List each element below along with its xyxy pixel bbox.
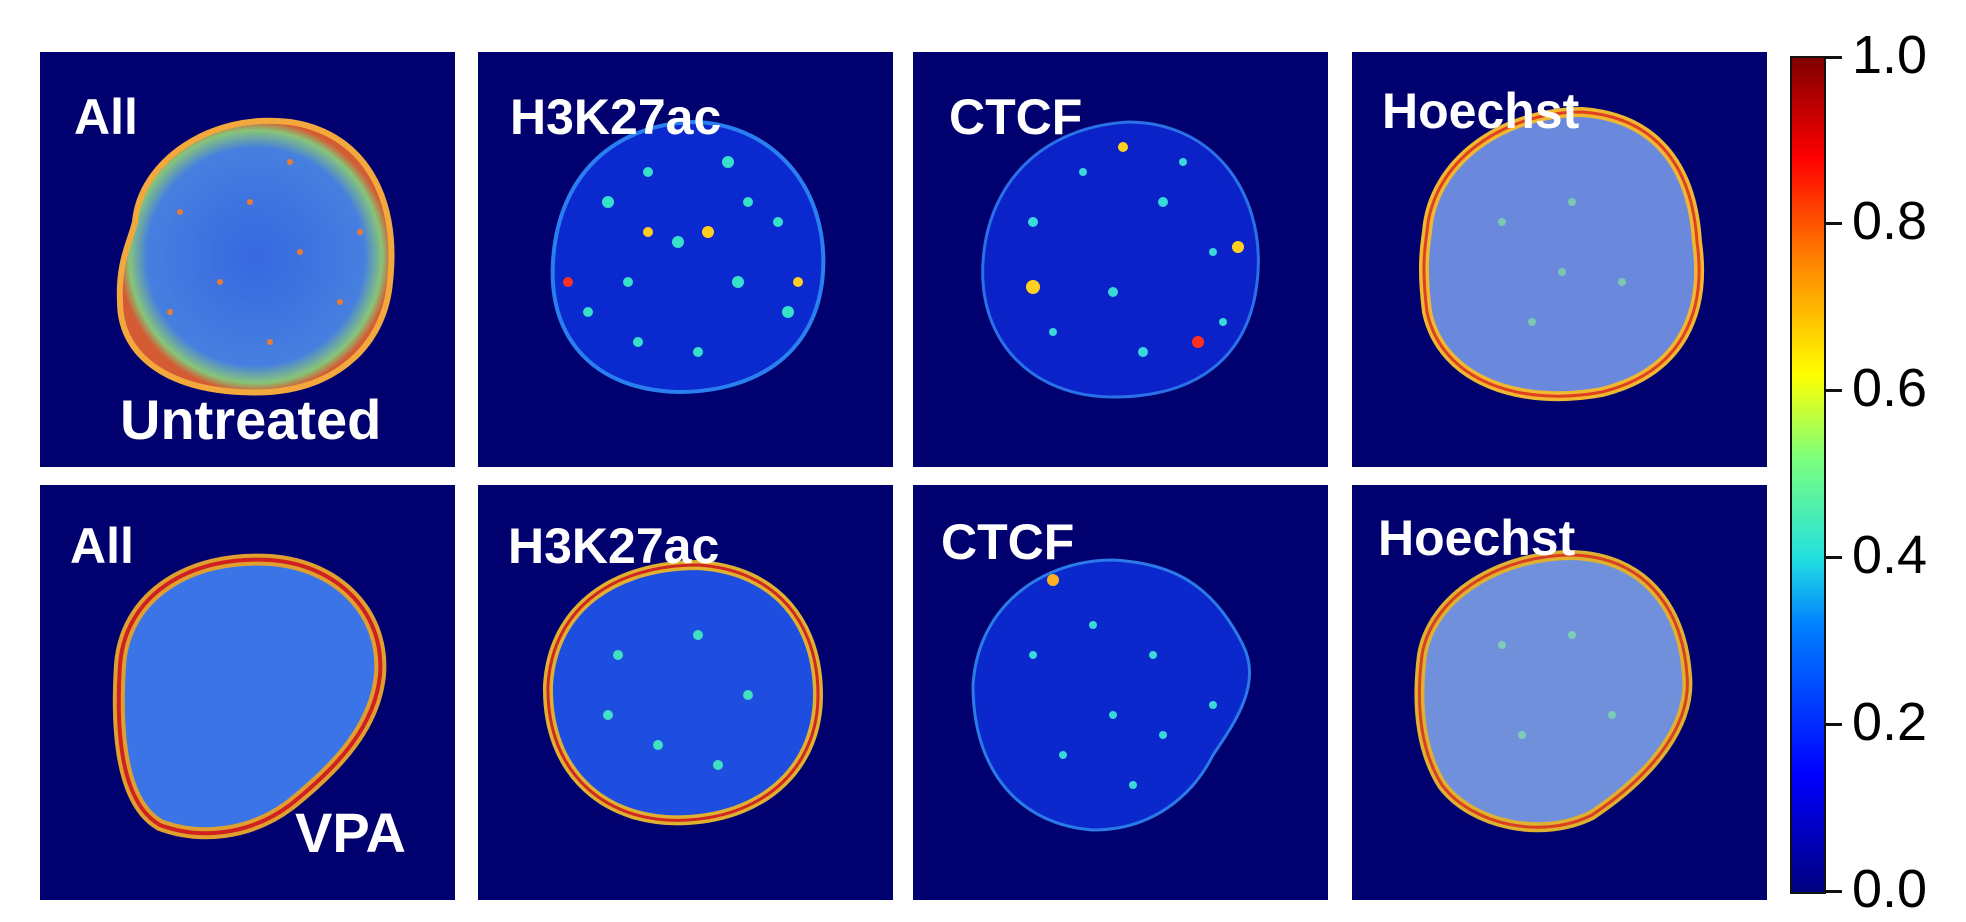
colorbar-tick-label: 0.4 — [1852, 525, 1928, 585]
panel-untreated-hoechst: Hoechst — [1352, 52, 1767, 467]
colorbar-tick — [1826, 222, 1842, 225]
colorbar — [1790, 56, 1826, 894]
channel-label: All — [70, 518, 134, 574]
panel-vpa-all: All VPA — [40, 485, 455, 900]
colorbar-tick — [1826, 723, 1842, 726]
channel-label: All — [74, 89, 138, 145]
nucleus-heatmap-image — [981, 120, 1260, 399]
colorbar-tick — [1826, 890, 1842, 893]
channel-label: H3K27ac — [508, 518, 720, 574]
panel-untreated-h3k27ac: H3K27ac — [478, 52, 893, 467]
colorbar-tick-label: 0.8 — [1852, 191, 1928, 251]
channel-label: Hoechst — [1382, 83, 1580, 139]
nucleus-heatmap-image — [112, 553, 387, 840]
colorbar-tick-label: 0.0 — [1852, 859, 1928, 919]
colorbar-tick-label: 0.6 — [1852, 358, 1928, 418]
nucleus-heatmap-image — [1418, 106, 1705, 402]
colorbar-tick-label: 1.0 — [1852, 25, 1928, 85]
condition-label: Untreated — [120, 388, 382, 451]
colorbar-tick — [1826, 389, 1842, 392]
nucleus-heatmap-image — [550, 119, 826, 395]
nucleus-heatmap-image — [1414, 549, 1693, 833]
panel-vpa-h3k27ac: H3K27ac — [478, 485, 893, 900]
panel-untreated-ctcf: CTCF — [913, 52, 1328, 467]
condition-label: VPA — [295, 801, 406, 864]
channel-label: CTCF — [941, 514, 1075, 570]
nucleus-heatmap-image — [542, 559, 824, 826]
channel-label: Hoechst — [1378, 510, 1576, 566]
colorbar-tick — [1826, 556, 1842, 559]
colorbar-tick-label: 0.2 — [1852, 692, 1928, 752]
colorbar-tick — [1826, 56, 1842, 59]
nucleus-heatmap-image — [116, 117, 395, 396]
panel-vpa-ctcf: CTCF — [913, 485, 1328, 900]
panel-vpa-hoechst: Hoechst — [1352, 485, 1767, 900]
channel-label: CTCF — [949, 89, 1083, 145]
panel-untreated-all: All Untreated — [40, 52, 455, 467]
channel-label: H3K27ac — [510, 89, 722, 145]
nucleus-heatmap-image — [971, 558, 1252, 832]
